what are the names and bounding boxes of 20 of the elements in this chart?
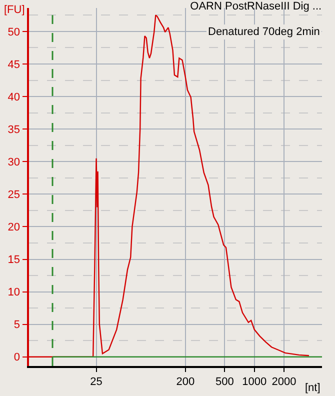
- y-tick-label: 10: [8, 286, 20, 299]
- y-tick-label: 50: [8, 26, 20, 38]
- x-axis-title: [nt]: [305, 382, 320, 394]
- y-axis-title: [FU]: [4, 4, 25, 16]
- x-tick-label: 2000: [272, 376, 296, 388]
- y-tick-label: 45: [8, 58, 20, 71]
- y-tick-label: 25: [8, 189, 20, 202]
- x-tick-label: 200: [176, 376, 195, 388]
- y-tick-label: 30: [8, 156, 20, 168]
- y-tick-label: 35: [8, 124, 20, 136]
- text: Denatured 70deg 2min: [208, 26, 320, 38]
- x-tick-label: 1000: [242, 376, 267, 388]
- x-tick-label: 500: [215, 376, 234, 388]
- y-tick-label: 15: [8, 254, 20, 266]
- x-tick-label: 25: [90, 376, 102, 388]
- y-tick-label: 0: [14, 352, 20, 364]
- chart-title: OARN PostRNaseIII Dig ...: [190, 0, 322, 13]
- y-tick-label: 5: [14, 319, 20, 332]
- y-tick-label: 20: [8, 222, 20, 234]
- y-tick-label: 40: [8, 91, 20, 104]
